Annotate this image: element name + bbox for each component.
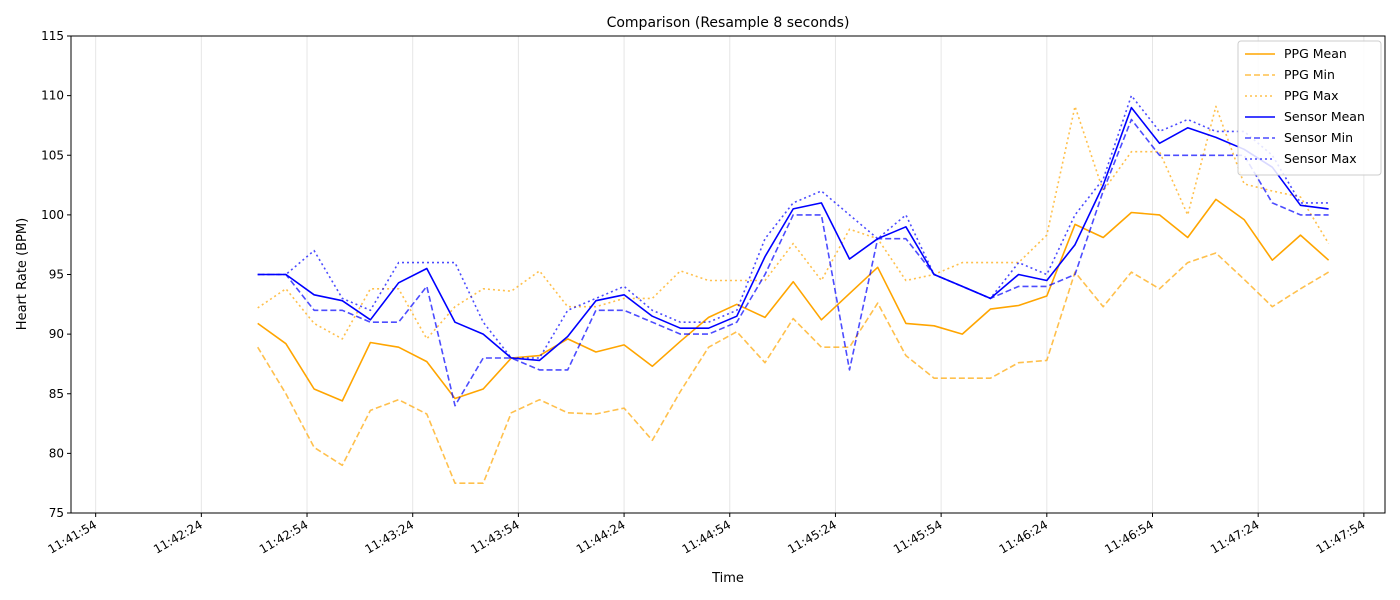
y-tick-label: 85 — [49, 387, 64, 401]
legend-label: PPG Mean — [1284, 46, 1347, 61]
series-line-sensor-mean — [257, 106, 1329, 362]
y-tick-label: 100 — [41, 208, 64, 222]
x-tick-label: 11:43:24 — [363, 517, 417, 556]
x-tick-label: 11:46:24 — [997, 517, 1051, 556]
x-axis: 11:41:54 11:42:24 11:42:54 11:43:24 11:43:54… — [45, 513, 1367, 557]
x-tick-label: 11:45:24 — [785, 517, 839, 556]
legend-label: Sensor Max — [1284, 151, 1357, 166]
x-tick-label: 11:43:54 — [468, 517, 522, 556]
y-tick-label: 105 — [41, 148, 64, 162]
y-tick-label: 75 — [49, 506, 64, 520]
legend: PPG Mean PPG Min PPG Max Sensor Mean Sensor … — [1237, 40, 1382, 176]
chart-title: Comparison (Resample 8 seconds) — [607, 15, 850, 31]
series-line-ppg-mean — [257, 198, 1330, 402]
legend-label: Sensor Min — [1284, 130, 1353, 145]
x-tick-label: 11:46:54 — [1102, 517, 1156, 556]
y-axis-label: Heart Rate (BPM) — [15, 218, 30, 330]
y-tick-label: 110 — [41, 89, 64, 103]
series-lines — [257, 94, 1330, 485]
y-tick-label: 80 — [49, 446, 64, 460]
legend-label: Sensor Mean — [1284, 109, 1365, 124]
y-tick-label: 115 — [41, 29, 64, 43]
series-line-sensor-min — [257, 118, 1329, 407]
x-tick-label: 11:45:54 — [891, 517, 945, 556]
x-tick-label: 11:41:54 — [45, 517, 99, 556]
x-tick-label: 11:47:24 — [1208, 517, 1262, 556]
y-tick-label: 95 — [49, 268, 64, 282]
x-tick-label: 11:42:54 — [257, 517, 311, 556]
x-axis-label: Time — [711, 571, 744, 586]
x-tick-label: 11:44:24 — [574, 517, 628, 556]
legend-label: PPG Min — [1284, 67, 1335, 82]
y-axis: 75 80 85 90 95 100 105 110 115 — [41, 29, 71, 520]
legend-label: PPG Max — [1284, 88, 1339, 103]
x-tick-label: 11:47:54 — [1314, 517, 1368, 556]
series-line-ppg-max — [257, 105, 1330, 340]
series-line-ppg-min — [257, 252, 1330, 485]
x-tick-label: 11:42:24 — [151, 517, 205, 556]
y-tick-label: 90 — [49, 327, 64, 341]
x-tick-label: 11:44:54 — [680, 517, 734, 556]
